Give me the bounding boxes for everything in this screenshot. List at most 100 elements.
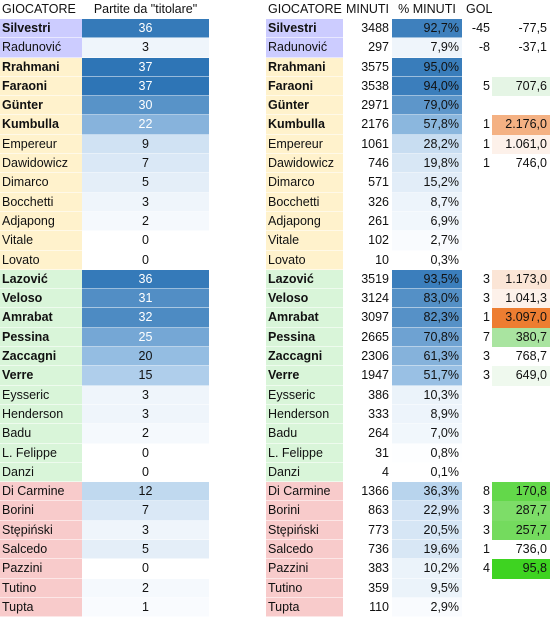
player-name: Dawidowicz (266, 154, 343, 174)
player-name: Salcedo (266, 540, 343, 560)
minutes-per-goal: 287,7 (492, 501, 550, 521)
minutes-per-goal: 768,7 (515, 349, 547, 364)
table-row: Rrahmani 37 (0, 57, 210, 77)
starts-value: 7 (82, 154, 209, 174)
table-row: Vitale 102 2,7% (266, 231, 550, 251)
player-name: Adjapong (0, 211, 82, 232)
table-row: Veloso 31 (0, 289, 210, 309)
table-row: Tupta 1 (0, 597, 210, 617)
player-name: Zaccagni (0, 347, 82, 367)
gol-value: 1 (483, 156, 490, 171)
header-giocatore: GIOCATORE (2, 2, 76, 16)
minutes-per-goal: 380,7 (492, 327, 550, 348)
minutes-value: 10 (375, 252, 389, 267)
minutes-value: 3519 (361, 271, 389, 286)
table-row: Tutino 359 9,5% (266, 578, 550, 598)
minutes-percent: 9,5% (392, 578, 462, 598)
table-row: Adjapong 261 6,9% (266, 211, 550, 232)
table-row: Amrabat 3097 82,3% 1 3.097,0 (266, 308, 550, 328)
table-row: Lovato 0 (0, 250, 210, 270)
table-row: Faraoni 3538 94,0% 5 707,6 (266, 76, 550, 97)
minutes-value: 1947 (361, 368, 389, 383)
table-row: Tutino 2 (0, 578, 210, 598)
minutes-value: 863 (368, 503, 389, 518)
starts-value: 0 (82, 443, 209, 463)
starts-value: 0 (82, 559, 209, 579)
starts-value: 0 (82, 462, 209, 483)
starts-value: 7 (82, 501, 209, 521)
minutes-value: 1061 (361, 136, 389, 151)
starts-value: 2 (82, 578, 209, 598)
minutes-per-goal: 3.097,0 (492, 308, 550, 328)
minutes-percent: 8,7% (392, 192, 462, 212)
table-row: Bocchetti 3 (0, 192, 210, 212)
minutes-value: 326 (368, 194, 389, 209)
minutes-per-goal (492, 193, 550, 212)
minutes-per-goal (492, 231, 550, 250)
minutes-per-goal: 649,0 (492, 366, 550, 386)
minutes-percent: 93,5% (392, 269, 462, 290)
player-name: Stępiński (266, 520, 343, 541)
table-row: Eysseric 3 (0, 385, 210, 405)
starts-value: 12 (82, 482, 209, 502)
player-name: L. Felippe (266, 443, 343, 463)
table-row: Pazzini 383 10,2% 4 95,8 (266, 559, 550, 579)
starts-value: 22 (82, 115, 209, 135)
player-name: Dawidowicz (0, 154, 82, 174)
gol-value (462, 579, 492, 598)
gol-value (462, 598, 492, 617)
minutes-value: 333 (368, 406, 389, 421)
player-name: Günter (0, 96, 82, 116)
player-name: Eysseric (266, 385, 343, 405)
player-name: Henderson (0, 404, 82, 425)
table-row: Zaccagni 2306 61,3% 3 768,7 (266, 347, 550, 367)
starts-value: 30 (82, 96, 209, 116)
table-row: Badu 264 7,0% (266, 424, 550, 444)
table-row: Di Carmine 12 (0, 482, 210, 502)
minutes-value: 359 (368, 580, 389, 595)
starts-value: 2 (82, 424, 209, 444)
gol-value (462, 173, 492, 192)
minutes-value: 3097 (361, 310, 389, 325)
minutes-per-goal: 170,8 (492, 482, 550, 502)
player-name: Zaccagni (266, 347, 343, 367)
minutes-percent: 36,3% (392, 482, 462, 502)
minutes-per-goal (492, 463, 550, 482)
starts-value: 32 (82, 308, 209, 328)
minutes-percent: 28,2% (392, 134, 462, 155)
table-row: Henderson 333 8,9% (266, 404, 550, 425)
gol-value: 1 (483, 117, 490, 132)
starts-value: 25 (82, 327, 209, 348)
minutes-percent: 2,9% (392, 597, 462, 617)
minutes-percent: 0,8% (392, 443, 462, 463)
table-row: Henderson 3 (0, 404, 210, 425)
table-row: L. Felippe 31 0,8% (266, 443, 550, 463)
player-name: Tupta (0, 597, 82, 617)
player-name: Adjapong (266, 211, 343, 232)
gol-value: 5 (483, 78, 490, 93)
table-row: Kumbulla 22 (0, 115, 210, 135)
minutes-value: 773 (368, 522, 389, 537)
player-name: Badu (266, 424, 343, 444)
gol-value: 1 (483, 542, 490, 557)
player-name: Empereur (0, 134, 82, 155)
table-row: Lovato 10 0,3% (266, 250, 550, 270)
player-name: Dimarco (0, 173, 82, 193)
player-name: Badu (0, 424, 82, 444)
starts-value: 2 (82, 211, 209, 232)
minutes-per-goal (492, 424, 550, 443)
table-row: Lazović 3519 93,5% 3 1.173,0 (266, 269, 550, 290)
player-name: Dimarco (266, 173, 343, 193)
table-row: Dawidowicz 746 19,8% 1 746,0 (266, 154, 550, 174)
player-name: Faraoni (0, 76, 82, 97)
player-name: Silvestri (266, 19, 343, 39)
table-row: Faraoni 37 (0, 76, 210, 97)
table-row: Tupta 110 2,9% (266, 597, 550, 617)
gol-value: -45 (471, 21, 490, 35)
table-row: Danzi 0 (0, 462, 210, 483)
player-name: Tutino (0, 578, 82, 598)
table-row: Vitale 0 (0, 231, 210, 251)
minutes-percent: 6,9% (392, 211, 462, 232)
player-name: L. Felippe (0, 443, 82, 463)
minutes-value: 383 (368, 561, 389, 576)
